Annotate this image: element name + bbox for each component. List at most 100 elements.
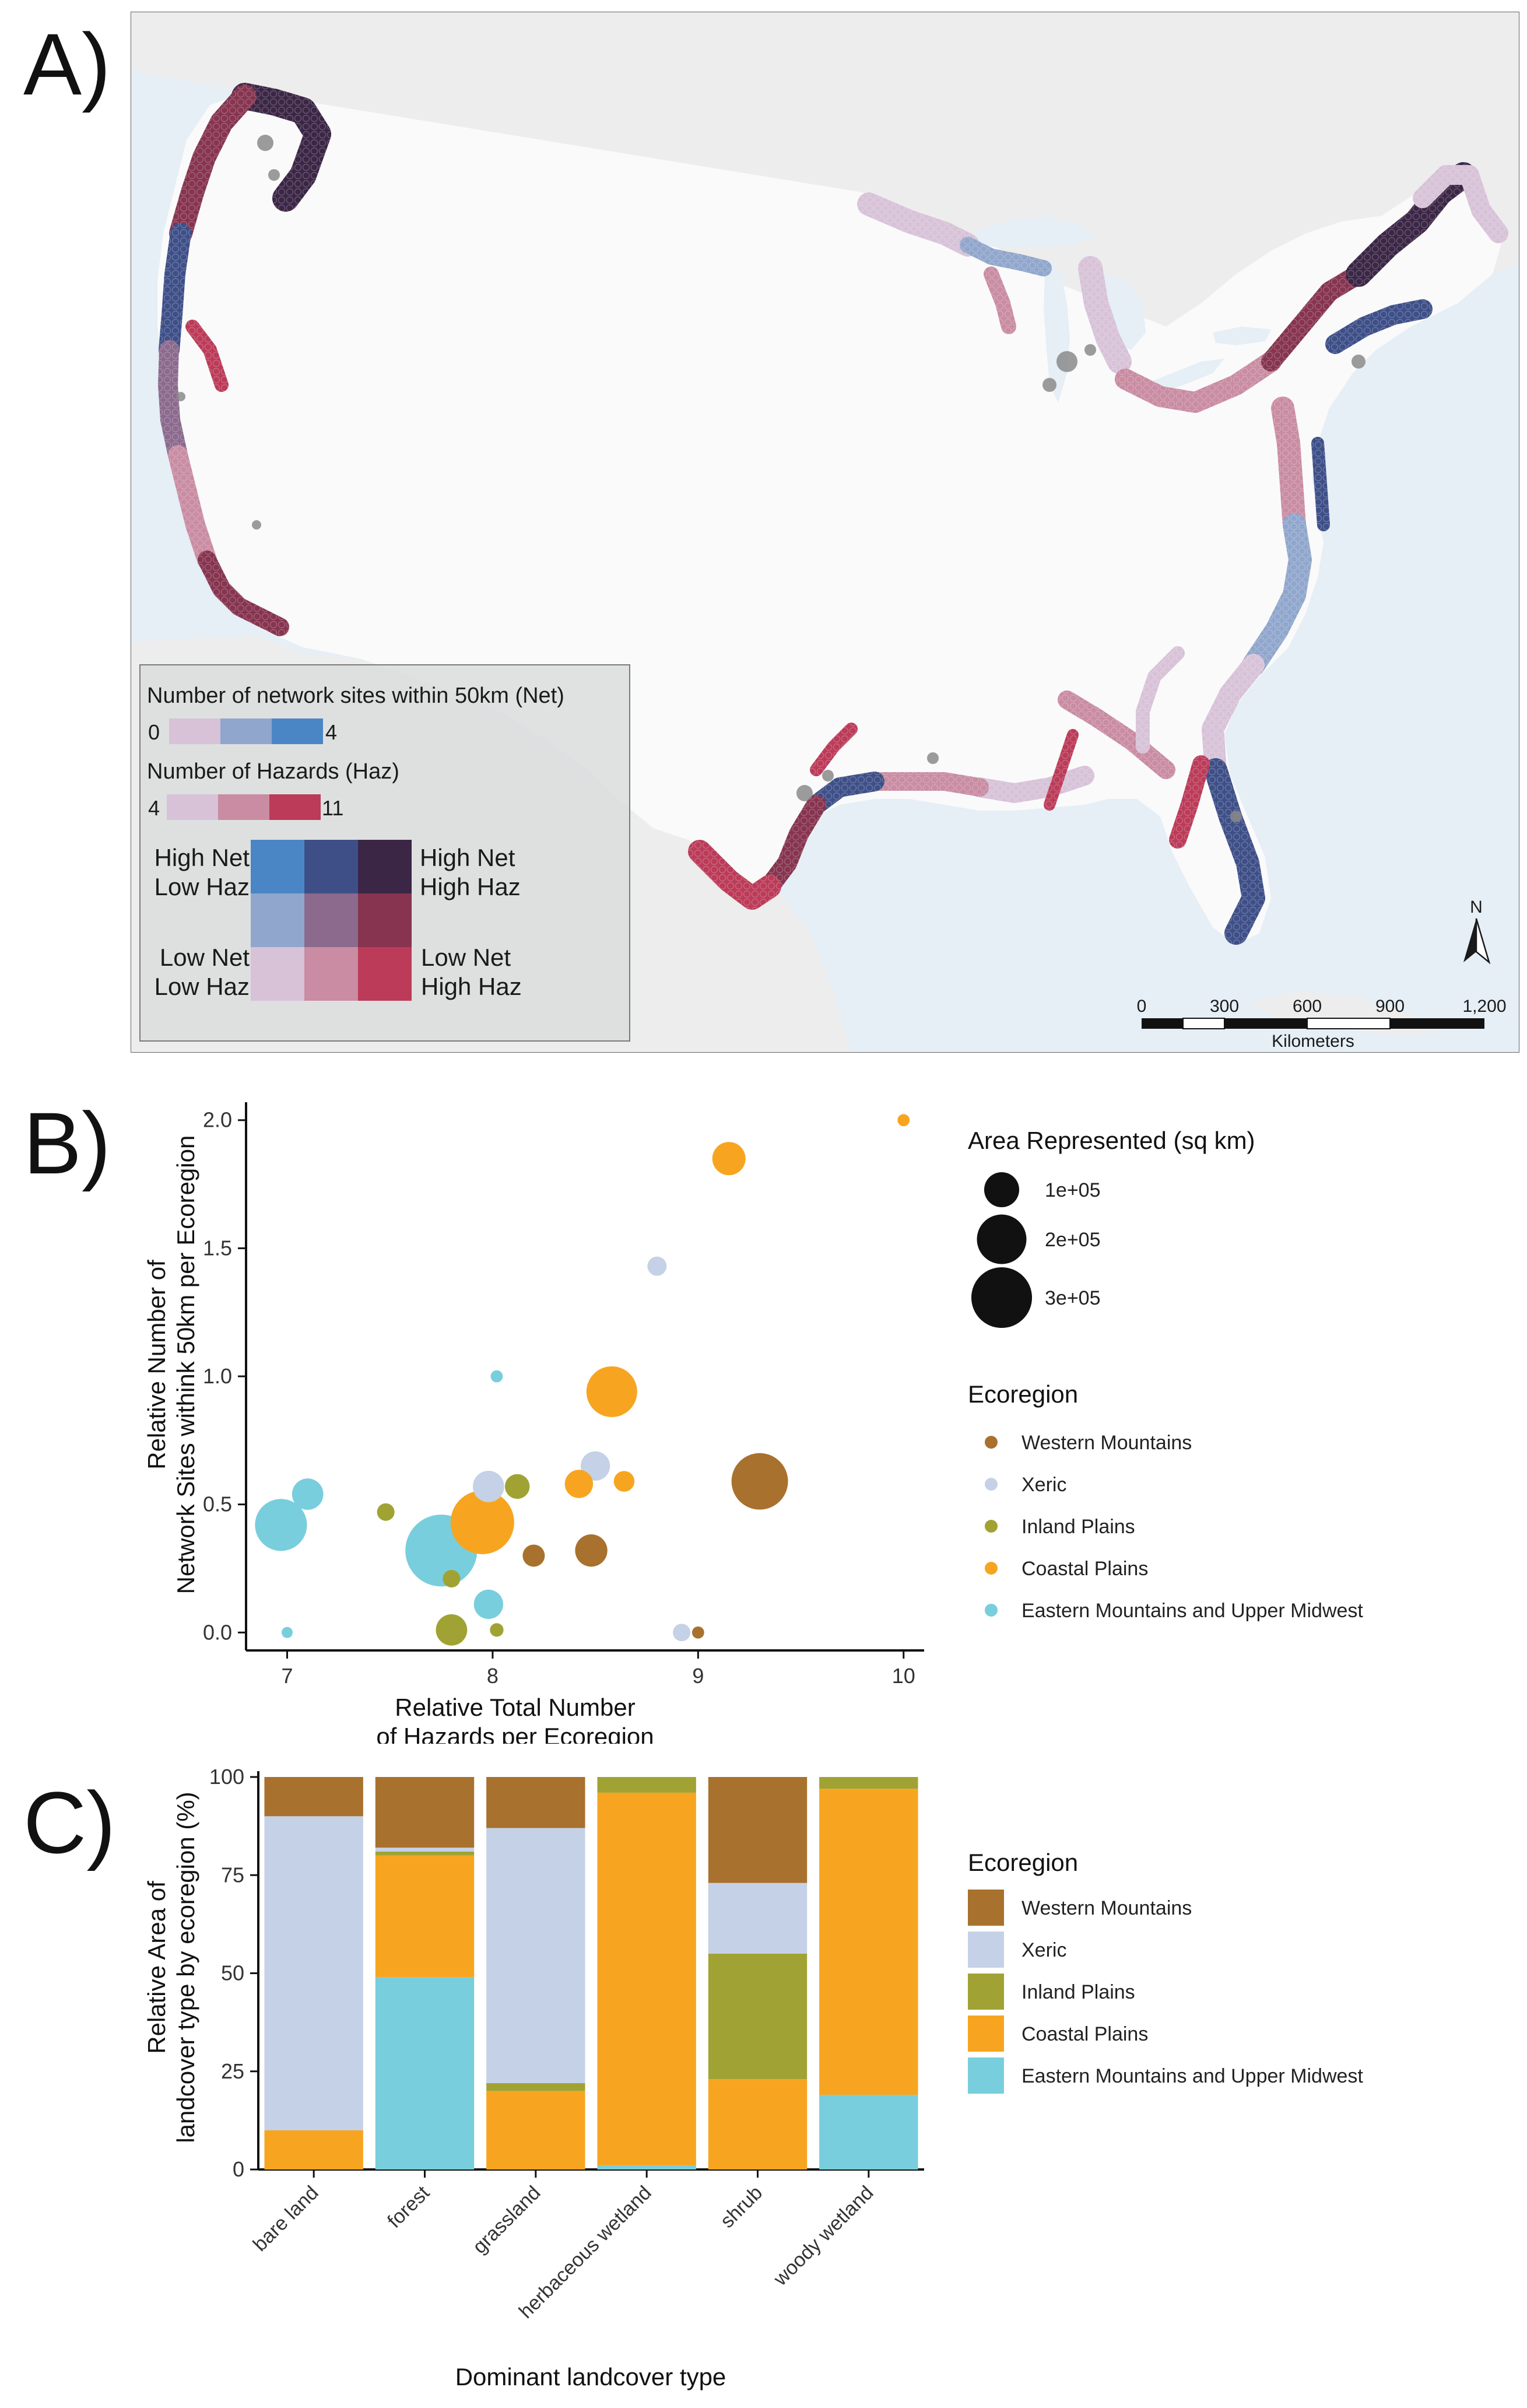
scatter-point xyxy=(673,1624,691,1642)
color-legend-key xyxy=(985,1562,998,1575)
label-high-net-high-haz-1: High Net xyxy=(420,844,515,871)
y-tick-label: 2.0 xyxy=(203,1108,232,1132)
bar-segment xyxy=(597,2165,696,2169)
net-swatch-2 xyxy=(220,718,272,744)
scatter-point xyxy=(281,1627,293,1638)
scatter-point xyxy=(712,1142,746,1176)
color-legend-label: Xeric xyxy=(1021,1474,1066,1496)
bar-segment xyxy=(375,1855,475,1978)
label-low-net-low-haz-2: Low Haz xyxy=(155,973,250,1000)
x-axis-label-line: of Hazards per Ecoregion xyxy=(376,1723,654,1744)
scale-tick-900: 900 xyxy=(1375,997,1405,1016)
scatter-point xyxy=(472,1471,504,1502)
bar-legend-label: Inland Plains xyxy=(1021,1981,1135,2003)
label-low-net-high-haz-1: Low Net xyxy=(421,944,511,971)
net-legend-min: 0 xyxy=(148,720,160,744)
haz-swatch-3 xyxy=(269,794,321,820)
gray-cell xyxy=(268,169,280,181)
canada-land xyxy=(131,12,1519,402)
y-tick-label: 0.5 xyxy=(203,1492,232,1516)
net-swatch-3 xyxy=(272,718,323,744)
label-high-net-high-haz-2: High Haz xyxy=(420,873,521,900)
label-high-net-low-haz-2: Low Haz xyxy=(155,873,250,900)
size-legend-label: 2e+05 xyxy=(1045,1229,1101,1251)
lake-ontario xyxy=(1213,327,1271,345)
color-legend-label: Coastal Plains xyxy=(1021,1558,1148,1580)
gray-cell xyxy=(257,135,273,151)
color-legend-label: Eastern Mountains and Upper Midwest xyxy=(1021,1600,1363,1622)
scale-tick-0: 0 xyxy=(1137,997,1147,1016)
scatter-chart: 7 8 9 10 0.0 0.5 1.0 1.5 2.0 Relative Total Numbe… xyxy=(143,1102,1363,1744)
haz-legend-min: 4 xyxy=(148,796,160,820)
north-arrow-icon: N xyxy=(1463,898,1491,965)
scatter-point xyxy=(586,1366,637,1417)
bar-segment xyxy=(708,1777,808,1883)
map-legend: Number of network sites within 50km (Net… xyxy=(139,664,630,1042)
size-legend-label: 1e+05 xyxy=(1045,1179,1101,1201)
x-tick-label: bare land xyxy=(249,2182,323,2256)
scale-unit: Kilometers xyxy=(1272,1032,1354,1051)
bar-segment xyxy=(708,1953,808,2080)
gray-cell xyxy=(1352,355,1365,369)
bar-segment xyxy=(708,2079,808,2169)
y-tick-label: 100 xyxy=(209,1765,244,1789)
y-tick-label: 0.0 xyxy=(203,1620,232,1644)
scatter-point xyxy=(691,1626,704,1639)
lake-erie xyxy=(1143,359,1224,394)
color-legend-label: Inland Plains xyxy=(1021,1516,1135,1538)
net-legend-title: Number of network sites within 50km (Net… xyxy=(147,684,564,708)
gray-cell xyxy=(1084,344,1096,356)
bar-segment xyxy=(819,1789,918,2095)
label-low-net-low-haz-1: Low Net xyxy=(160,944,250,971)
bar-legend: Ecoregion Western Mountains Xeric Inland Pl… xyxy=(968,1849,1363,2094)
scatter-point xyxy=(292,1478,324,1510)
color-legend-key xyxy=(985,1520,998,1533)
x-tick-label: 7 xyxy=(281,1664,293,1688)
bar-legend-label: Eastern Mountains and Upper Midwest xyxy=(1021,2065,1363,2087)
gray-cell xyxy=(927,752,939,764)
y-axis-label-line: Relative Area of xyxy=(143,1881,170,2054)
bar-segment xyxy=(264,1777,363,1817)
bar-segment xyxy=(486,1777,585,1828)
panel-label-a: A) xyxy=(23,15,111,113)
scatter-points xyxy=(255,1114,910,1646)
us-land xyxy=(157,93,1504,945)
hazard-network-grid xyxy=(158,83,1508,945)
bar-segment xyxy=(264,1816,363,2130)
x-tick-label: grassland xyxy=(468,2182,545,2258)
haz-swatch-2 xyxy=(218,794,269,820)
bar-segment xyxy=(375,1848,475,1852)
haz-swatch-1 xyxy=(167,794,218,820)
gray-cell xyxy=(1230,811,1242,822)
size-legend-circle xyxy=(971,1267,1033,1329)
scatter-point xyxy=(647,1256,667,1276)
size-legend-title: Area Represented (sq km) xyxy=(968,1127,1255,1154)
x-tick-label: forest xyxy=(383,2181,434,2232)
y-tick-label: 25 xyxy=(221,2059,244,2083)
label-high-net-low-haz-1: High Net xyxy=(155,844,250,871)
scatter-point xyxy=(613,1471,635,1492)
bar-segment xyxy=(597,1777,696,1793)
gray-cell xyxy=(822,770,834,781)
scatter-point xyxy=(443,1569,461,1588)
bar-segment xyxy=(375,1977,475,2169)
scatter-point xyxy=(575,1534,608,1567)
bar-legend-key xyxy=(968,2016,1004,2052)
bar-legend-key xyxy=(968,1932,1004,1968)
haz-legend-title: Number of Hazards (Haz) xyxy=(147,759,399,784)
scale-tick-1200: 1,200 xyxy=(1462,997,1506,1016)
bar-segment xyxy=(708,1883,808,1954)
scatter-point xyxy=(436,1614,468,1646)
scatter-point xyxy=(255,1499,307,1551)
scatter-point xyxy=(490,1623,504,1637)
bar-segment xyxy=(819,2095,918,2169)
color-legend-label: Western Mountains xyxy=(1021,1432,1192,1454)
bar-segment xyxy=(486,2083,585,2091)
scale-bar: 0 300 600 900 1,200 Kilometers xyxy=(1137,997,1507,1051)
color-legend-key xyxy=(985,1604,998,1617)
y-axis-label-line: landcover type by ecoregion (%) xyxy=(172,1792,199,2143)
scatter-point xyxy=(504,1474,530,1499)
bar-legend-key xyxy=(968,1974,1004,2010)
net-swatch-1 xyxy=(169,718,220,744)
